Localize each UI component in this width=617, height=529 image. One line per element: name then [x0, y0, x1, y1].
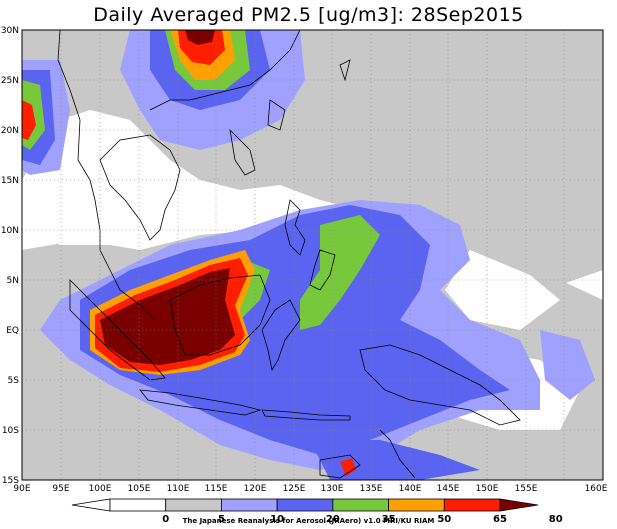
colorbar-segment [499, 498, 539, 512]
field-green-philippines [300, 215, 380, 330]
lat-label: 15S [2, 476, 19, 486]
colorbar-segment [221, 498, 278, 512]
colorbar-label: 10 [270, 514, 284, 525]
lon-label: 155E [515, 484, 538, 494]
field-white-3 [445, 250, 560, 330]
colorbar-label: 35 [382, 514, 396, 525]
field-lightblue-east [540, 330, 595, 400]
colorbar-segment [71, 498, 111, 512]
lon-label: 100E [89, 484, 112, 494]
latitude-labels: 30N 25N 20N 15N 10N 5N EQ 5S 10S 15S [1, 26, 19, 486]
lon-label: 110E [167, 484, 190, 494]
credit-text: The Japanese Reanalysis for Aerosol (JRA… [182, 517, 435, 525]
colorbar-segment [276, 498, 334, 512]
lon-label: 140E [399, 484, 422, 494]
lat-label: 30N [1, 26, 19, 36]
colorbar-label: 65 [493, 514, 507, 525]
longitude-labels: 90E 95E 100E 105E 110E 115E 120E 125E 13… [13, 484, 607, 494]
colorbar-segment [388, 498, 445, 512]
field-darkred-main [100, 268, 235, 365]
map-title: Daily Averaged PM2.5 [ug/m3]: 28Sep2015 [93, 4, 524, 26]
lon-label: 135E [360, 484, 383, 494]
lat-label: 5S [8, 376, 20, 386]
colorbar-label: 80 [549, 514, 563, 525]
field-red-west [22, 100, 36, 140]
lat-label: 10S [2, 426, 19, 436]
colorbar-label: 50 [437, 514, 451, 525]
lat-label: 10N [1, 226, 19, 236]
colorbar-segment [332, 498, 389, 512]
lon-label: 115E [205, 484, 228, 494]
lon-label: 120E [244, 484, 267, 494]
lon-label: 160E [585, 484, 608, 494]
field-darkred-north [185, 30, 215, 45]
colorbar: 0 5 10 20 35 50 65 80 [71, 498, 563, 525]
lon-label: 145E [437, 484, 460, 494]
coastlines [57, 30, 521, 479]
field-darkred-timor [340, 458, 356, 476]
lon-label: 125E [283, 484, 306, 494]
lon-label: 95E [52, 484, 69, 494]
lon-label: 150E [476, 484, 499, 494]
lon-label: 130E [321, 484, 344, 494]
lon-label: 105E [128, 484, 151, 494]
colorbar-segment [443, 498, 501, 512]
lat-label: 5N [7, 276, 19, 286]
colorbar-segment [109, 498, 167, 512]
colorbar-segment [165, 498, 222, 512]
lat-label: 15N [1, 176, 19, 186]
concentration-fields [22, 30, 603, 480]
lat-label: 20N [1, 126, 19, 136]
plot-frame [21, 29, 604, 481]
colorbar-label: 0 [162, 514, 169, 525]
lat-label: 25N [1, 76, 19, 86]
colorbar-label: 5 [218, 514, 225, 525]
lon-label: 90E [13, 484, 30, 494]
lat-label: EQ [6, 326, 19, 336]
colorbar-label: 20 [326, 514, 340, 525]
grid [22, 30, 603, 480]
